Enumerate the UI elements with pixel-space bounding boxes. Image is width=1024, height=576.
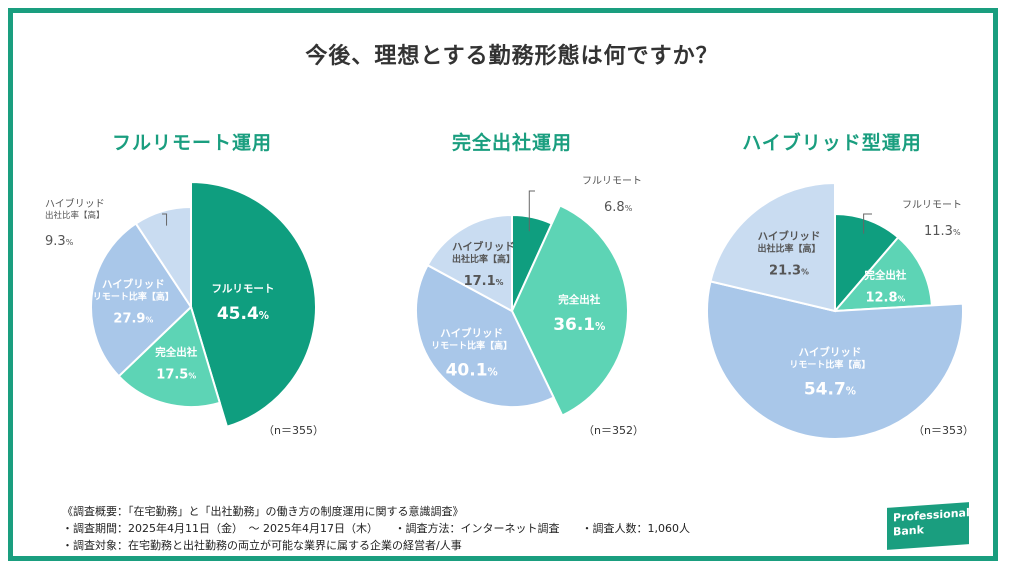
slice-label-hybrid_office_high: ハイブリッド	[758, 230, 821, 243]
pie-slice-office	[832, 235, 933, 313]
pie-slice-hybrid_office_high	[709, 181, 836, 313]
pie-chart-1: フルリモート6.8%完全出社36.1%ハイブリッドリモート比率【高】40.1%ハ…	[415, 176, 642, 417]
pie-slice-office	[117, 305, 222, 408]
slice-label-hybrid_remote_high: ハイブリッド	[102, 278, 165, 291]
slice-label-hybrid_remote_high: リモート比率【高】	[93, 291, 174, 303]
leader-line	[528, 190, 535, 232]
slice-label-hybrid_office_high: ハイブリッド	[452, 240, 515, 253]
n-label-full-remote: （n＝355）	[263, 424, 324, 437]
page-frame	[8, 8, 998, 561]
slice-label-hybrid_office_high: 出社比率【高】	[452, 253, 515, 265]
slice-label-office: 完全出社	[558, 293, 600, 306]
slice-label-hybrid_remote_high: ハイブリッド	[440, 326, 503, 339]
slice-value-full_remote: 45.4%	[217, 304, 269, 324]
slice-value-office: 17.5%	[156, 368, 196, 383]
survey-target: ・調査対象：在宅勤務と出社勤務の両立が可能な業界に属する企業の経営者/人事	[62, 539, 462, 552]
survey-overview: 《調査概要：「在宅勤務」と「出社勤務」の働き方の制度運用に関する意識調査》	[62, 505, 464, 518]
slice-value-hybrid_remote_high: 27.9%	[113, 312, 153, 327]
chart-title-hybrid: ハイブリッド型運用	[742, 132, 922, 154]
slice-value-hybrid_remote_high: 54.7%	[804, 379, 856, 399]
slice-label-office: 完全出社	[155, 346, 197, 359]
survey-notes: 《調査概要：「在宅勤務」と「出社勤務」の働き方の制度運用に関する意識調査》 ・調…	[62, 503, 690, 554]
pie-slice-hybrid_remote_high	[90, 222, 193, 378]
slice-label-full_remote: フルリモート	[902, 200, 962, 211]
pie-slice-full_remote	[834, 212, 900, 314]
n-label-full-office: （n＝352）	[583, 424, 644, 437]
slice-label-hybrid_office_high: 出社比率【高】	[45, 210, 105, 221]
slice-label-full_remote: フルリモート	[582, 176, 642, 187]
leader-line	[863, 213, 872, 234]
slice-value-full_remote: 6.8%	[604, 200, 633, 215]
pie-chart-0: フルリモート45.4%完全出社17.5%ハイブリッドリモート比率【高】27.9%…	[45, 180, 317, 428]
page-title: 今後、理想とする勤務形態は何ですか？	[305, 44, 719, 69]
slice-label-hybrid_office_high: 出社比率【高】	[757, 243, 820, 255]
slice-value-hybrid_office_high: 9.3%	[45, 234, 74, 249]
slice-label-full_remote: フルリモート	[211, 283, 274, 295]
slice-value-hybrid_office_high: 21.3%	[769, 264, 809, 279]
slice-value-full_remote: 11.3%	[924, 224, 961, 239]
pie-slice-hybrid_remote_high	[706, 280, 964, 440]
pie-slice-hybrid_office_high	[134, 205, 192, 311]
slice-value-office: 12.8%	[865, 291, 905, 306]
slice-value-hybrid_remote_high: 40.1%	[446, 360, 498, 380]
slice-label-hybrid_remote_high: リモート比率【高】	[789, 358, 870, 370]
chart-title-full-office: 完全出社運用	[451, 132, 572, 154]
professional-bank-logo: Professional Bank	[887, 502, 970, 550]
pie-chart-2: フルリモート11.3%完全出社12.8%ハイブリッドリモート比率【高】54.7%…	[706, 181, 964, 440]
slice-label-hybrid_remote_high: ハイブリッド	[799, 345, 862, 358]
pie-slice-office	[510, 204, 629, 417]
slice-value-office: 36.1%	[553, 315, 605, 335]
survey-period-method-count: ・調査期間：2025年4月11日（金） 〜 2025年4月17日（木） ・調査方…	[62, 522, 690, 535]
slice-value-hybrid_office_high: 17.1%	[464, 274, 504, 289]
chart-title-full-remote: フルリモート運用	[111, 132, 272, 154]
leader-line	[162, 213, 168, 226]
pie-slice-hybrid_remote_high	[415, 263, 555, 408]
pie-slice-hybrid_office_high	[426, 213, 513, 313]
pie-slice-full_remote	[190, 180, 317, 428]
slice-label-hybrid_remote_high: リモート比率【高】	[431, 339, 512, 351]
n-label-hybrid: （n＝353）	[913, 424, 974, 437]
slice-label-hybrid_office_high: ハイブリッド	[45, 197, 105, 210]
slice-label-office: 完全出社	[864, 269, 906, 282]
